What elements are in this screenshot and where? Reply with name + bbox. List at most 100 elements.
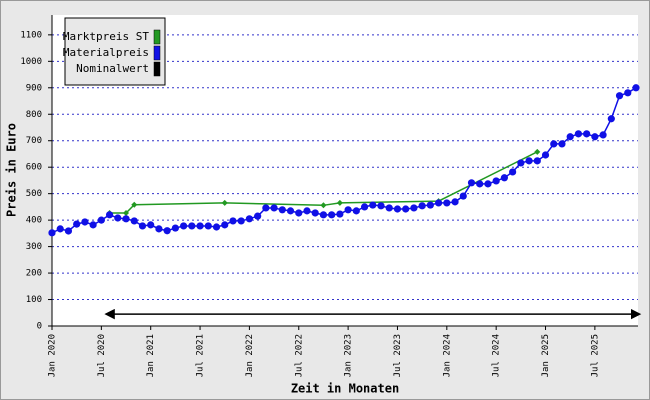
y-tick-label: 400 — [26, 216, 42, 226]
x-tick-label: Jul 2020 — [97, 334, 107, 377]
marker — [426, 201, 434, 209]
marker — [196, 222, 204, 230]
marker — [229, 217, 237, 225]
marker — [566, 133, 574, 141]
marker — [517, 159, 525, 167]
marker — [212, 223, 221, 231]
y-tick-label: 500 — [26, 189, 42, 199]
marker — [541, 151, 550, 159]
legend-label: Nominalwert — [76, 62, 149, 75]
y-tick-label: 1000 — [20, 57, 42, 67]
marker — [500, 174, 508, 182]
marker — [221, 221, 229, 229]
marker — [262, 204, 270, 212]
marker — [254, 212, 262, 220]
marker — [377, 202, 385, 210]
x-tick-label: Jan 2022 — [245, 334, 255, 377]
marker — [295, 209, 303, 217]
marker — [607, 115, 615, 123]
marker — [451, 198, 459, 206]
marker — [360, 203, 369, 211]
x-tick-label: Jan 2025 — [541, 334, 551, 377]
marker — [56, 225, 64, 233]
marker — [311, 209, 319, 217]
legend-swatch — [153, 45, 161, 61]
marker — [336, 210, 344, 218]
y-tick-label: 0 — [37, 322, 42, 332]
marker — [476, 180, 484, 188]
x-tick-label: Jan 2024 — [442, 334, 452, 377]
marker — [583, 130, 591, 138]
marker — [278, 206, 286, 214]
marker — [286, 207, 295, 215]
marker — [188, 222, 196, 230]
marker — [385, 204, 393, 212]
marker — [393, 205, 402, 213]
legend-label: Materialpreis — [63, 46, 149, 59]
y-tick-label: 800 — [26, 110, 42, 120]
x-tick-label: Jul 2024 — [492, 334, 502, 377]
marker — [131, 201, 138, 208]
marker — [624, 89, 632, 97]
marker — [320, 202, 327, 209]
x-tick-label: Jul 2022 — [294, 334, 304, 377]
marker — [270, 204, 278, 212]
marker — [163, 227, 171, 235]
marker — [81, 218, 89, 226]
y-tick-label: 200 — [26, 269, 42, 279]
marker — [89, 221, 97, 229]
x-tick-label: Jan 2023 — [344, 334, 354, 377]
marker — [402, 205, 410, 213]
marker — [138, 222, 147, 230]
y-tick-label: 900 — [26, 83, 42, 93]
y-tick-label: 700 — [26, 136, 42, 146]
marker — [155, 225, 163, 233]
marker — [369, 201, 377, 209]
marker — [632, 84, 640, 92]
y-tick-label: 100 — [26, 295, 42, 305]
y-tick-label: 300 — [26, 242, 42, 252]
marker — [344, 206, 352, 214]
marker — [615, 92, 624, 100]
y-axis-title: Preis in Euro — [5, 123, 19, 217]
marker — [147, 221, 155, 229]
marker — [204, 222, 212, 230]
y-tick-label: 1100 — [20, 30, 42, 40]
marker — [459, 192, 467, 200]
marker — [105, 211, 114, 219]
legend: Marktpreis ST Materialpreis Nominalwert — [63, 17, 166, 86]
x-axis-title: Zeit in Monaten — [291, 382, 399, 396]
marker — [434, 199, 443, 207]
marker — [122, 215, 130, 223]
marker — [443, 199, 451, 207]
marker — [73, 220, 81, 228]
marker — [303, 207, 311, 215]
marker — [123, 209, 130, 216]
marker — [574, 130, 583, 138]
marker — [467, 179, 476, 187]
marker — [97, 216, 105, 224]
y-tick-label: 600 — [26, 163, 42, 173]
marker — [319, 211, 328, 219]
marker — [599, 131, 607, 139]
x-tick-label: Jul 2023 — [393, 334, 403, 377]
marker — [336, 199, 343, 206]
marker — [525, 157, 533, 165]
marker — [550, 140, 558, 148]
marker — [221, 199, 228, 206]
x-tick-label: Jul 2021 — [196, 334, 206, 377]
marker — [558, 140, 566, 148]
marker — [352, 207, 360, 215]
marker — [114, 214, 122, 222]
marker — [591, 133, 599, 141]
legend-box — [64, 17, 166, 86]
marker — [180, 222, 188, 230]
legend-label: Marktpreis ST — [63, 30, 149, 43]
marker — [484, 180, 492, 188]
marker — [418, 202, 426, 210]
marker — [509, 168, 517, 176]
marker — [328, 211, 336, 219]
legend-swatch — [153, 29, 161, 45]
x-tick-label: Jan 2021 — [146, 334, 156, 377]
